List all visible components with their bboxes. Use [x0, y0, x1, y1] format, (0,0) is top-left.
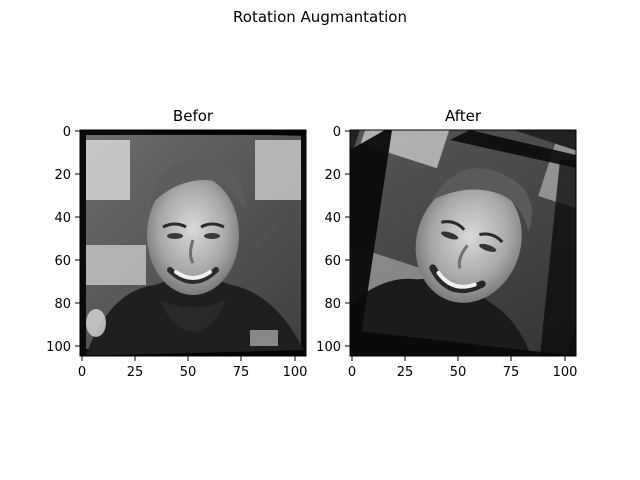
- y-tick: 80: [324, 297, 350, 312]
- y-tick-label: 100: [46, 340, 71, 355]
- x-tick-label: 50: [450, 365, 467, 380]
- x-tick-label: 25: [397, 365, 414, 380]
- y-tick-label: 0: [63, 125, 71, 140]
- y-tick: 80: [54, 297, 80, 312]
- axes-frame: [349, 129, 577, 357]
- x-axis: 0 25 50 75 100: [348, 356, 578, 380]
- y-tick: 40: [324, 211, 350, 226]
- x-tick: 0: [78, 356, 86, 380]
- y-tick-label: 40: [324, 211, 341, 226]
- x-axis: 0 25 50 75 100: [78, 356, 308, 380]
- y-axis: 0 20 40 60 80 100: [46, 125, 80, 355]
- y-tick-label: 60: [54, 254, 71, 269]
- x-tick-label: 75: [233, 365, 250, 380]
- x-tick-label: 75: [503, 365, 520, 380]
- axes-frame: [79, 129, 307, 357]
- y-tick: 20: [324, 168, 350, 183]
- y-tick-label: 60: [324, 254, 341, 269]
- panel-before: Befor: [46, 107, 307, 380]
- y-tick-label: 20: [54, 168, 71, 183]
- panel-title: After: [445, 107, 482, 125]
- y-tick: 100: [46, 340, 80, 355]
- y-tick: 40: [54, 211, 80, 226]
- x-tick: 75: [503, 356, 520, 380]
- x-tick-label: 50: [180, 365, 197, 380]
- panel-after: After: [316, 107, 578, 380]
- x-tick-label: 100: [283, 365, 308, 380]
- y-tick-label: 80: [54, 297, 71, 312]
- x-tick: 25: [127, 356, 144, 380]
- x-tick: 75: [233, 356, 250, 380]
- x-tick-label: 25: [127, 365, 144, 380]
- y-tick-label: 0: [333, 125, 341, 140]
- y-axis: 0 20 40 60 80 100: [316, 125, 350, 355]
- x-tick-label: 0: [78, 365, 86, 380]
- figure-suptitle: Rotation Augmantation: [233, 8, 407, 26]
- y-tick: 0: [333, 125, 350, 140]
- x-tick-label: 0: [348, 365, 356, 380]
- x-tick: 25: [397, 356, 414, 380]
- panel-title: Befor: [173, 107, 214, 125]
- x-tick: 0: [348, 356, 356, 380]
- y-tick: 100: [316, 340, 350, 355]
- x-tick: 100: [283, 356, 308, 380]
- y-tick-label: 40: [54, 211, 71, 226]
- y-tick-label: 20: [324, 168, 341, 183]
- x-tick-label: 100: [553, 365, 578, 380]
- y-tick-label: 100: [316, 340, 341, 355]
- before-image: [80, 130, 306, 356]
- y-tick: 0: [63, 125, 80, 140]
- y-tick: 60: [324, 254, 350, 269]
- y-tick: 20: [54, 168, 80, 183]
- y-tick-label: 80: [324, 297, 341, 312]
- x-tick: 50: [180, 356, 197, 380]
- x-tick: 100: [553, 356, 578, 380]
- y-tick: 60: [54, 254, 80, 269]
- after-image: [350, 130, 576, 356]
- x-tick: 50: [450, 356, 467, 380]
